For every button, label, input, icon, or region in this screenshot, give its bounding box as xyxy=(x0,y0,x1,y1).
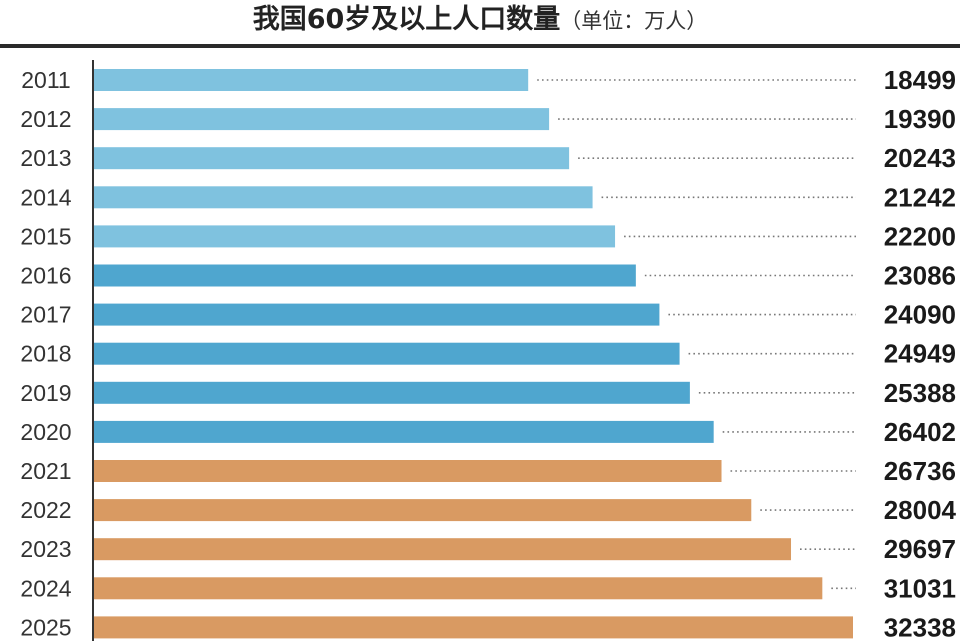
bar xyxy=(94,69,529,91)
bar xyxy=(94,499,752,522)
value-label: 26736 xyxy=(884,456,956,486)
year-label: 2020 xyxy=(20,419,71,445)
year-label: 2014 xyxy=(20,184,71,210)
year-label: 2015 xyxy=(20,223,71,249)
chart-title-unit: （单位：万人） xyxy=(560,9,708,33)
value-label: 23086 xyxy=(884,261,956,291)
year-label: 2021 xyxy=(20,458,71,484)
year-label: 2016 xyxy=(20,263,71,289)
bar xyxy=(94,460,722,482)
value-label: 18499 xyxy=(884,65,956,95)
year-label: 2024 xyxy=(20,575,71,601)
year-label: 2018 xyxy=(20,341,71,367)
value-label: 19390 xyxy=(884,104,956,134)
bar xyxy=(94,577,823,600)
bar xyxy=(94,147,570,170)
year-label: 2025 xyxy=(20,614,71,640)
value-label: 24949 xyxy=(884,339,956,369)
year-label: 2022 xyxy=(20,497,71,523)
value-label: 22200 xyxy=(884,221,956,251)
value-label: 28004 xyxy=(884,495,957,525)
bar-chart: 2011 18499 2012 19390 2013 20243 2014 21242 2015… xyxy=(20,60,957,641)
year-label: 2013 xyxy=(20,145,71,171)
year-label: 2023 xyxy=(20,536,71,562)
title-rule xyxy=(0,44,960,48)
bar xyxy=(94,303,660,326)
bar xyxy=(94,381,690,404)
value-label: 29697 xyxy=(884,534,956,564)
year-label: 2017 xyxy=(20,302,71,328)
bar xyxy=(94,538,792,561)
value-label: 32338 xyxy=(884,612,956,641)
value-label: 26402 xyxy=(884,417,956,447)
year-label: 2011 xyxy=(21,67,70,93)
bar xyxy=(94,264,636,287)
bar xyxy=(94,342,680,365)
bar xyxy=(94,616,853,639)
value-label: 25388 xyxy=(884,378,956,408)
bar xyxy=(94,225,616,248)
value-label: 20243 xyxy=(884,143,956,173)
bar xyxy=(94,420,714,443)
year-label: 2019 xyxy=(20,380,71,406)
value-label: 21242 xyxy=(884,182,956,212)
chart-title-main: 我国60岁及以上人口数量 xyxy=(252,4,561,35)
bar xyxy=(94,108,550,131)
year-label: 2012 xyxy=(20,106,71,132)
value-label: 24090 xyxy=(884,300,956,330)
value-label: 31031 xyxy=(884,573,956,603)
bar xyxy=(94,186,593,209)
chart-title: 我国60岁及以上人口数量（单位：万人） xyxy=(0,0,960,44)
